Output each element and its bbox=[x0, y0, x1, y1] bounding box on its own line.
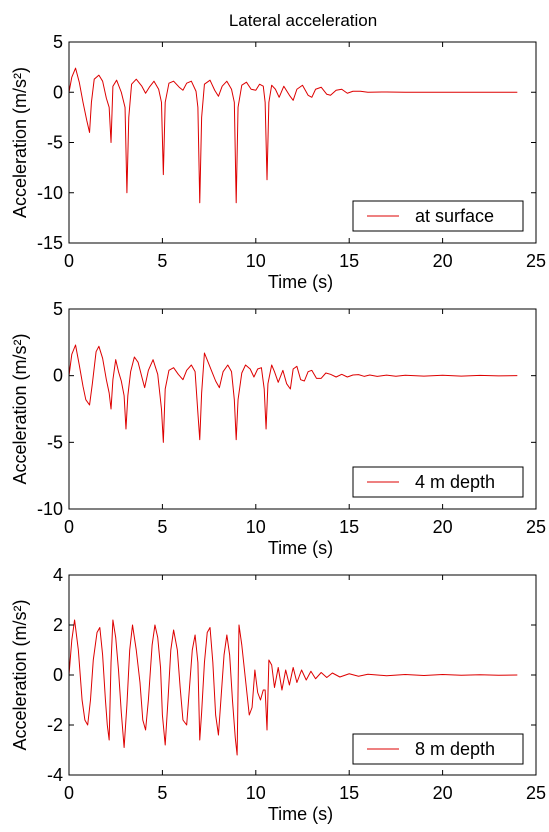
y-tick-label: -10 bbox=[37, 499, 63, 519]
x-tick-label: 25 bbox=[526, 783, 546, 803]
x-tick-label: 20 bbox=[433, 517, 453, 537]
x-tick-label: 5 bbox=[157, 517, 167, 537]
x-tick-label: 10 bbox=[246, 517, 266, 537]
x-tick-label: 15 bbox=[339, 517, 359, 537]
series-line-3-1 bbox=[69, 619, 518, 756]
legend: at surface bbox=[352, 200, 524, 232]
x-tick-label: 10 bbox=[246, 783, 266, 803]
legend: 8 m depth bbox=[352, 733, 524, 765]
y-tick-label: 0 bbox=[53, 82, 63, 102]
y-axis-label: Acceleration (m/s²) bbox=[10, 67, 30, 218]
series-line-2-1 bbox=[69, 344, 518, 443]
legend-entry: at surface bbox=[415, 206, 494, 226]
y-tick-label: -15 bbox=[37, 233, 63, 253]
y-tick-label: 5 bbox=[53, 299, 63, 319]
y-tick-label: 5 bbox=[53, 32, 63, 52]
x-axis-label: Time (s) bbox=[268, 804, 333, 824]
x-tick-label: 25 bbox=[526, 517, 546, 537]
y-tick-label: -5 bbox=[47, 432, 63, 452]
x-tick-label: 0 bbox=[64, 783, 74, 803]
y-tick-label: 0 bbox=[53, 665, 63, 685]
x-tick-label: 15 bbox=[339, 251, 359, 271]
figure-title: Lateral acceleration bbox=[229, 11, 377, 30]
x-tick-label: 20 bbox=[433, 783, 453, 803]
y-tick-label: -10 bbox=[37, 183, 63, 203]
x-axis-label: Time (s) bbox=[268, 272, 333, 292]
y-axis-label: Acceleration (m/s²) bbox=[10, 599, 30, 750]
series-line-1-1 bbox=[69, 67, 518, 204]
legend: 4 m depth bbox=[352, 466, 524, 498]
chart-panel-1: 0 5 10 15 20 25 5 0 -5 -10 -15 Time (s) Acceleration… bbox=[10, 32, 546, 292]
x-tick-label: 20 bbox=[433, 251, 453, 271]
legend-entry: 4 m depth bbox=[415, 472, 495, 492]
y-tick-label: 0 bbox=[53, 366, 63, 386]
x-tick-label: 0 bbox=[64, 517, 74, 537]
y-axis-label: Acceleration (m/s²) bbox=[10, 333, 30, 484]
x-axis-label: Time (s) bbox=[268, 538, 333, 558]
x-tick-label: 25 bbox=[526, 251, 546, 271]
x-tick-label: 10 bbox=[246, 251, 266, 271]
chart-panel-2: 0 5 10 15 20 25 5 0 -5 -10 Time (s) Acceleration (m… bbox=[10, 299, 546, 558]
y-tick-label: -5 bbox=[47, 133, 63, 153]
x-tick-label: 5 bbox=[157, 251, 167, 271]
x-tick-label: 15 bbox=[339, 783, 359, 803]
legend-entry: 8 m depth bbox=[415, 739, 495, 759]
plot-area-frame bbox=[68, 308, 537, 510]
y-tick-label: -4 bbox=[47, 765, 63, 785]
y-tick-label: 2 bbox=[53, 615, 63, 635]
y-tick-label: 4 bbox=[53, 565, 63, 585]
x-tick-label: 5 bbox=[157, 783, 167, 803]
x-tick-label: 0 bbox=[64, 251, 74, 271]
y-tick-label: -2 bbox=[47, 715, 63, 735]
